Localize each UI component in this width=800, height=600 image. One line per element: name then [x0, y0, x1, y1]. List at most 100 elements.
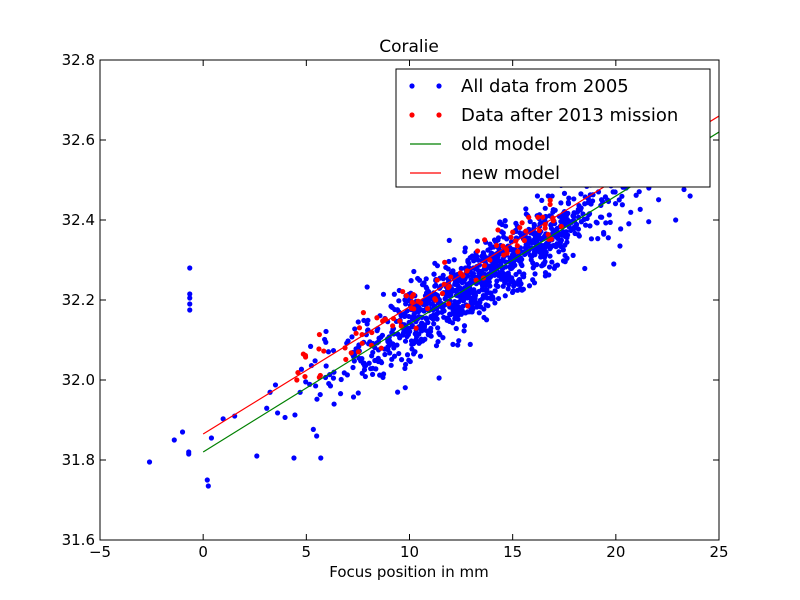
- data-point-2005: [378, 360, 385, 366]
- data-point-2005: [318, 455, 324, 461]
- data-point-2005: [509, 275, 515, 281]
- data-point-2005: [588, 236, 595, 242]
- data-point-2005: [581, 216, 587, 222]
- data-point-2005: [570, 252, 576, 258]
- data-point-2005: [493, 282, 499, 288]
- data-point-2013: [547, 197, 553, 203]
- legend-box: [395, 68, 711, 188]
- data-point-2005: [526, 283, 533, 289]
- data-point-2005: [571, 196, 577, 202]
- data-point-2005: [337, 391, 344, 397]
- data-point-2005: [292, 412, 298, 418]
- data-point-2005: [355, 319, 361, 325]
- data-point-2005: [492, 300, 498, 306]
- data-point-2005: [298, 366, 305, 372]
- data-point-2005: [523, 206, 529, 212]
- data-point-2013: [398, 323, 404, 329]
- data-point-2005: [419, 320, 425, 326]
- data-point-2005: [419, 282, 426, 288]
- data-point-2005: [331, 401, 337, 407]
- data-point-2005: [607, 219, 613, 225]
- data-point-2013: [547, 201, 553, 208]
- data-point-2005: [636, 189, 642, 195]
- y-tick-label: 32.0: [62, 371, 95, 389]
- data-point-2005: [562, 259, 568, 265]
- data-point-2005: [338, 376, 344, 383]
- data-point-2005: [362, 363, 368, 369]
- data-point-2005: [554, 241, 560, 247]
- data-point-2005: [448, 292, 454, 298]
- data-point-2005: [435, 339, 441, 345]
- data-point-2005: [556, 249, 562, 255]
- data-point-2005: [656, 197, 662, 203]
- data-point-2005: [425, 319, 431, 326]
- data-point-2005: [550, 206, 556, 213]
- data-point-2013: [374, 315, 380, 321]
- data-point-2005: [350, 394, 357, 400]
- data-point-2005: [411, 268, 417, 275]
- data-point-2013: [523, 228, 529, 234]
- data-point-2005: [589, 198, 596, 204]
- data-point-2005: [404, 333, 410, 340]
- data-point-2005: [413, 337, 419, 344]
- data-point-2005: [417, 339, 424, 345]
- data-point-2005: [402, 310, 408, 317]
- data-point-2005: [423, 284, 429, 290]
- data-point-2005: [532, 230, 538, 236]
- data-point-2005: [575, 226, 582, 232]
- data-point-2013: [360, 310, 366, 316]
- data-point-2005: [431, 321, 437, 327]
- data-point-2005: [566, 195, 572, 201]
- data-point-2013: [558, 223, 564, 230]
- data-point-2005: [431, 271, 437, 277]
- data-point-2005: [395, 389, 401, 395]
- data-point-2005: [538, 250, 545, 256]
- data-point-2005: [453, 301, 459, 307]
- data-point-2005: [433, 282, 439, 288]
- data-point-2005: [543, 240, 550, 247]
- data-point-2005: [483, 302, 489, 308]
- data-point-2005: [423, 276, 429, 282]
- data-point-2013: [446, 301, 452, 307]
- data-point-2005: [388, 303, 394, 309]
- data-point-2005: [370, 349, 376, 356]
- data-point-2005: [368, 366, 374, 372]
- legend: All data from 2005 Data after 2013 missio…: [395, 68, 711, 188]
- data-point-2005: [498, 261, 504, 267]
- data-point-2005: [488, 250, 495, 256]
- data-point-2005: [587, 223, 593, 229]
- data-point-2005: [501, 276, 507, 282]
- data-point-2005: [444, 317, 450, 323]
- data-point-2005: [352, 326, 358, 332]
- data-point-2005: [515, 281, 521, 287]
- data-point-2005: [361, 317, 367, 324]
- legend-label: All data from 2005: [461, 76, 629, 97]
- data-point-2005: [545, 193, 551, 199]
- data-point-2005: [576, 203, 582, 209]
- data-point-2005: [356, 355, 362, 361]
- data-point-2005: [500, 283, 506, 289]
- data-point-2005: [433, 343, 440, 349]
- legend-marker: [409, 83, 415, 89]
- data-point-2005: [527, 218, 533, 225]
- data-point-2013: [442, 259, 448, 265]
- data-point-2005: [387, 350, 393, 356]
- data-point-2005: [502, 223, 509, 229]
- data-point-2005: [542, 205, 548, 211]
- data-point-2005: [509, 289, 516, 296]
- data-point-2005: [474, 304, 480, 310]
- data-point-2005: [402, 385, 408, 391]
- data-point-2005: [541, 261, 547, 267]
- data-point-2005: [470, 287, 476, 293]
- data-point-2005: [681, 186, 687, 193]
- data-point-2005: [506, 282, 512, 288]
- data-point-2005: [416, 277, 423, 283]
- data-point-2005: [402, 365, 408, 371]
- data-point-2005: [500, 230, 506, 236]
- data-point-2005: [205, 483, 211, 489]
- data-point-2005: [603, 220, 609, 226]
- data-point-2005: [402, 338, 409, 344]
- data-point-2005: [461, 323, 468, 329]
- legend-marker: [436, 83, 442, 89]
